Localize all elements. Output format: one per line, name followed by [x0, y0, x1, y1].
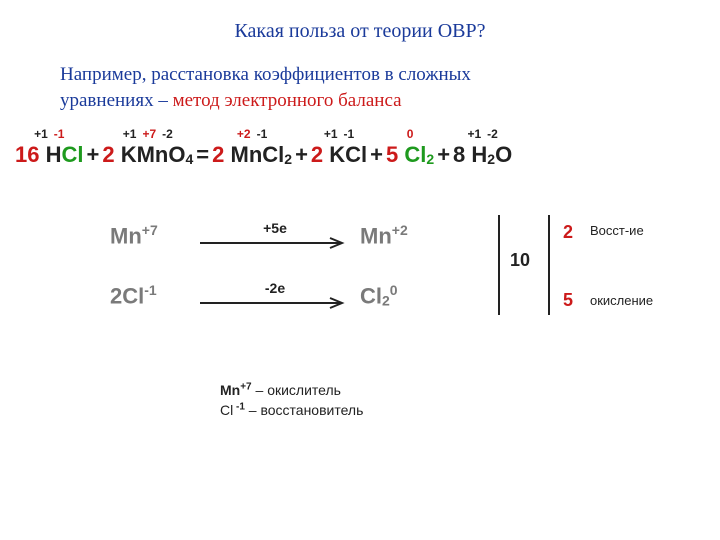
eq-term: +2-12 MnCl2 [212, 142, 292, 168]
eq-subscript: 2 [284, 151, 292, 167]
oxidation-states: 0 [386, 128, 434, 142]
half-bot-label: -2е [200, 280, 350, 296]
page-title: Какая польза от теории ОВР? [0, 20, 720, 43]
oxidation-states: +1-1 [311, 128, 367, 142]
eq-symbol: O [168, 142, 185, 167]
eq-symbol: O [495, 142, 512, 167]
oxidation-states: +1+7-2 [102, 128, 193, 142]
oxidation-states: +2-1 [212, 128, 292, 142]
conclusion-mn: Mn+7 – окислитель [220, 380, 363, 400]
half-top-left: Mn+7 [110, 222, 158, 249]
eq-coef: 2 [311, 142, 329, 167]
eq-subscript: 2 [487, 151, 495, 167]
eq-term: +1-28 H2O [453, 142, 512, 168]
intro-text: Например, расстановка коэффициентов в сл… [60, 62, 660, 113]
half-top-label: +5е [200, 220, 350, 236]
eq-coef: 2 [102, 142, 120, 167]
eq-term: +1+7-22 KMnO4 [102, 142, 193, 168]
eq-coef: 16 [15, 142, 46, 167]
eq-operator: + [435, 142, 452, 168]
eq-coef: 2 [212, 142, 230, 167]
lcm-value: 10 [510, 250, 530, 271]
eq-symbol: Mn [137, 142, 169, 167]
factor-top: 2 [563, 222, 573, 243]
eq-subscript: 2 [426, 151, 434, 167]
oxidation-states: +1-2 [453, 128, 512, 142]
eq-operator: + [293, 142, 310, 168]
eq-term: +1-116 HCl [15, 142, 83, 168]
eq-symbol: Cl [404, 142, 426, 167]
eq-coef: 5 [386, 142, 404, 167]
eq-term: 05 Cl2 [386, 142, 434, 168]
eq-symbol: Cl [61, 142, 83, 167]
arrow-icon [200, 236, 350, 250]
eq-symbol: Cl [262, 142, 284, 167]
eq-symbol: H [471, 142, 487, 167]
eq-symbol: Cl [345, 142, 367, 167]
half-bot-right: Cl20 [360, 282, 398, 309]
arrow-icon [200, 296, 350, 310]
intro-line2a: уравнениях – [60, 90, 173, 111]
eq-subscript: 4 [185, 151, 193, 167]
main-equation: +1-116 HCl++1+7-22 KMnO4=+2-12 MnCl2++1-… [14, 142, 513, 168]
process-top: Восст-ие [590, 223, 644, 238]
intro-line1: Например, расстановка коэффициентов в сл… [60, 64, 471, 85]
oxidation-states: +1-1 [15, 128, 83, 142]
vbar-right [548, 215, 550, 315]
conclusion: Mn+7 – окислитель Cl -1 – восстановитель [220, 380, 363, 421]
process-bot: окисление [590, 293, 653, 308]
vbar-left [498, 215, 500, 315]
half-top-right: Mn+2 [360, 222, 408, 249]
eq-operator: + [368, 142, 385, 168]
eq-operator: = [194, 142, 211, 168]
factor-bot: 5 [563, 290, 573, 311]
conclusion-cl: Cl -1 – восстановитель [220, 400, 363, 420]
eq-symbol: K [121, 142, 137, 167]
eq-symbol: H [46, 142, 62, 167]
eq-coef: 8 [453, 142, 471, 167]
eq-symbol: K [329, 142, 345, 167]
intro-line2b: метод электронного баланса [173, 90, 402, 111]
eq-symbol: Mn [231, 142, 263, 167]
eq-term: +1-12 KCl [311, 142, 367, 168]
eq-operator: + [84, 142, 101, 168]
half-bot-left: 2Cl-1 [110, 282, 157, 309]
